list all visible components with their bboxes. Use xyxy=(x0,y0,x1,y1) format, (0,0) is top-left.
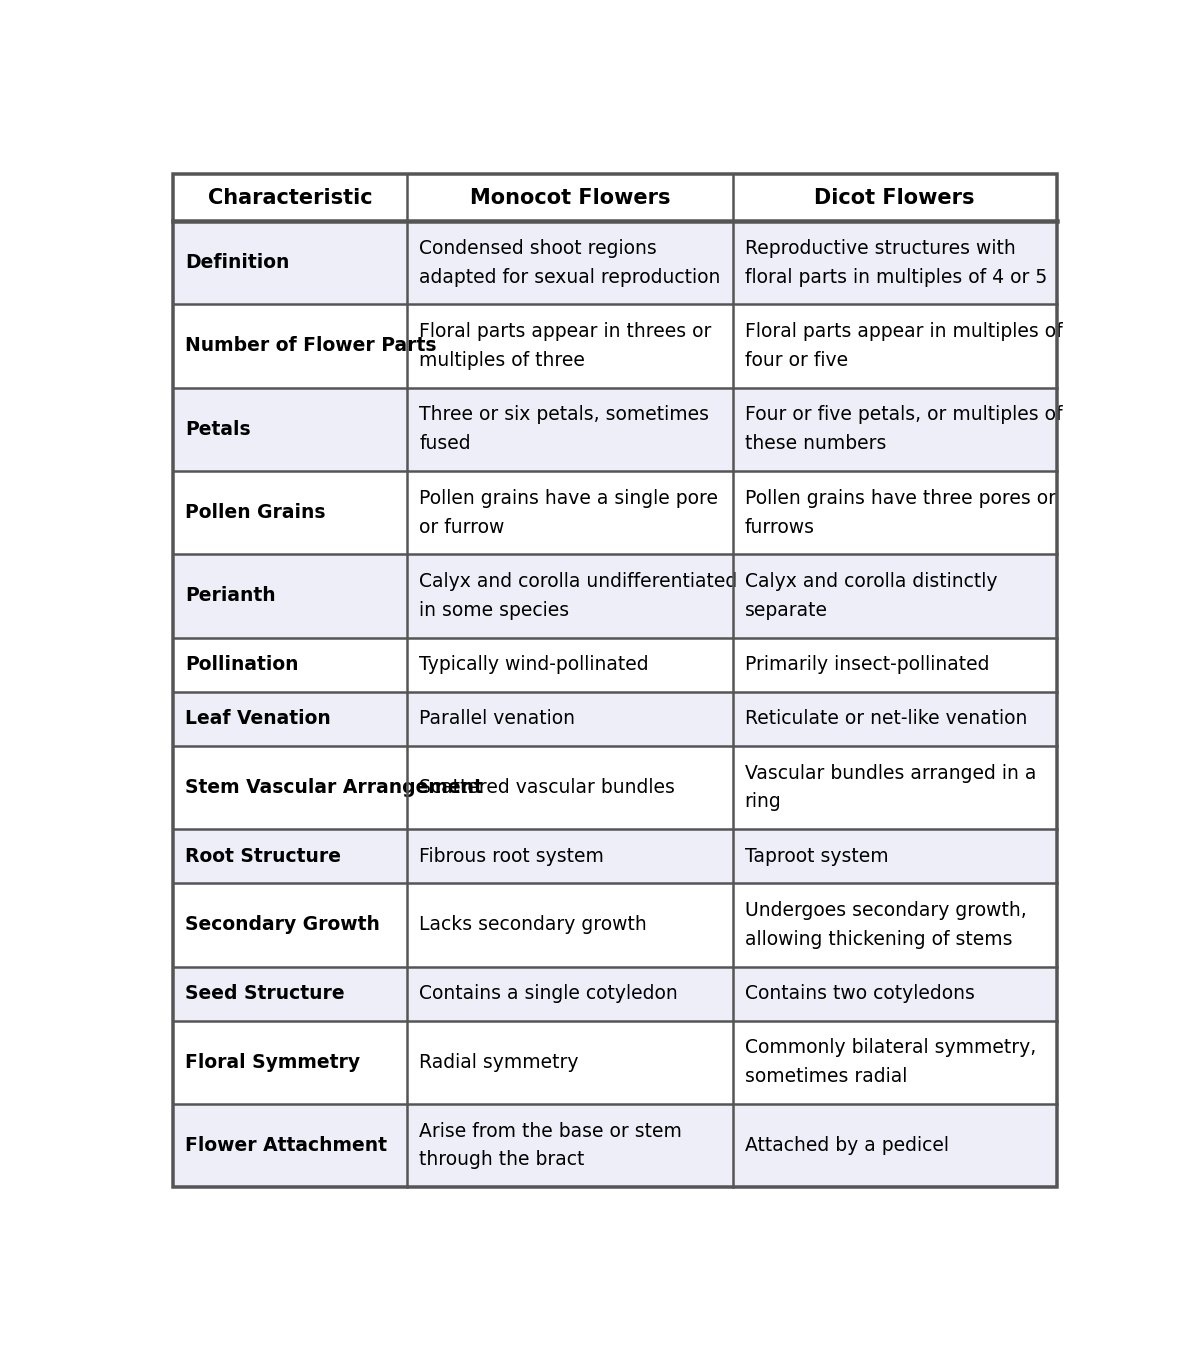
Text: Floral parts appear in multiples of
four or five: Floral parts appear in multiples of four… xyxy=(744,322,1062,369)
Text: Parallel venation: Parallel venation xyxy=(420,709,576,728)
Bar xyxy=(407,554,732,638)
Bar xyxy=(407,221,732,305)
Text: Typically wind-pollinated: Typically wind-pollinated xyxy=(420,655,649,674)
Bar xyxy=(173,174,407,221)
Text: Fibrous root system: Fibrous root system xyxy=(420,847,605,865)
Text: Root Structure: Root Structure xyxy=(185,847,341,865)
Text: Floral Symmetry: Floral Symmetry xyxy=(185,1053,360,1072)
Text: Number of Flower Parts: Number of Flower Parts xyxy=(185,337,437,356)
Bar xyxy=(173,388,407,470)
Bar xyxy=(732,554,1057,638)
Text: Floral parts appear in threes or
multiples of three: Floral parts appear in threes or multipl… xyxy=(420,322,712,369)
Bar xyxy=(173,638,407,692)
Bar xyxy=(732,745,1057,829)
Bar xyxy=(732,638,1057,692)
Text: Pollen Grains: Pollen Grains xyxy=(185,503,326,522)
Bar xyxy=(407,745,732,829)
Text: Calyx and corolla distinctly
separate: Calyx and corolla distinctly separate xyxy=(744,572,997,620)
Bar xyxy=(732,174,1057,221)
Text: Stem Vascular Arrangement: Stem Vascular Arrangement xyxy=(185,778,484,797)
Bar xyxy=(407,174,732,221)
Text: Commonly bilateral symmetry,
sometimes radial: Commonly bilateral symmetry, sometimes r… xyxy=(744,1038,1036,1086)
Bar xyxy=(173,745,407,829)
Bar xyxy=(173,221,407,305)
Text: Radial symmetry: Radial symmetry xyxy=(420,1053,578,1072)
Text: Scattered vascular bundles: Scattered vascular bundles xyxy=(420,778,676,797)
Bar xyxy=(407,967,732,1020)
Text: Leaf Venation: Leaf Venation xyxy=(185,709,331,728)
Text: Flower Attachment: Flower Attachment xyxy=(185,1136,388,1155)
Bar xyxy=(732,1020,1057,1104)
Bar xyxy=(173,1020,407,1104)
Text: Monocot Flowers: Monocot Flowers xyxy=(469,187,670,208)
Text: Reticulate or net-like venation: Reticulate or net-like venation xyxy=(744,709,1027,728)
Bar xyxy=(407,883,732,967)
Bar xyxy=(173,305,407,388)
Bar xyxy=(173,883,407,967)
Text: Calyx and corolla undifferentiated
in some species: Calyx and corolla undifferentiated in so… xyxy=(420,572,738,620)
Bar xyxy=(407,829,732,883)
Text: Definition: Definition xyxy=(185,253,289,272)
Text: Lacks secondary growth: Lacks secondary growth xyxy=(420,915,647,934)
Bar xyxy=(732,305,1057,388)
Bar xyxy=(173,554,407,638)
Bar xyxy=(732,829,1057,883)
Bar xyxy=(732,388,1057,470)
Text: Four or five petals, or multiples of
these numbers: Four or five petals, or multiples of the… xyxy=(744,406,1062,453)
Bar xyxy=(407,692,732,745)
Text: Undergoes secondary growth,
allowing thickening of stems: Undergoes secondary growth, allowing thi… xyxy=(744,900,1026,949)
Bar xyxy=(407,1020,732,1104)
Text: Contains a single cotyledon: Contains a single cotyledon xyxy=(420,984,678,1003)
Text: Perianth: Perianth xyxy=(185,586,276,605)
Bar xyxy=(407,470,732,554)
Bar xyxy=(407,305,732,388)
Text: Pollen grains have three pores or
furrows: Pollen grains have three pores or furrow… xyxy=(744,489,1056,537)
Text: Characteristic: Characteristic xyxy=(208,187,373,208)
Text: Pollination: Pollination xyxy=(185,655,299,674)
Bar xyxy=(732,692,1057,745)
Text: Secondary Growth: Secondary Growth xyxy=(185,915,380,934)
Text: Primarily insect-pollinated: Primarily insect-pollinated xyxy=(744,655,989,674)
Text: Taproot system: Taproot system xyxy=(744,847,888,865)
Bar xyxy=(173,692,407,745)
Text: Three or six petals, sometimes
fused: Three or six petals, sometimes fused xyxy=(420,406,709,453)
Text: Condensed shoot regions
adapted for sexual reproduction: Condensed shoot regions adapted for sexu… xyxy=(420,239,721,287)
Bar xyxy=(173,470,407,554)
Bar xyxy=(732,470,1057,554)
Bar xyxy=(173,829,407,883)
Text: Petals: Petals xyxy=(185,419,251,439)
Text: Contains two cotyledons: Contains two cotyledons xyxy=(744,984,974,1003)
Text: Arise from the base or stem
through the bract: Arise from the base or stem through the … xyxy=(420,1122,683,1170)
Text: Dicot Flowers: Dicot Flowers xyxy=(815,187,974,208)
Bar xyxy=(732,883,1057,967)
Text: Attached by a pedicel: Attached by a pedicel xyxy=(744,1136,948,1155)
Text: Pollen grains have a single pore
or furrow: Pollen grains have a single pore or furr… xyxy=(420,489,719,537)
Bar xyxy=(732,1104,1057,1188)
Text: Reproductive structures with
floral parts in multiples of 4 or 5: Reproductive structures with floral part… xyxy=(744,239,1046,287)
Bar xyxy=(732,221,1057,305)
Bar xyxy=(173,1104,407,1188)
Bar xyxy=(732,967,1057,1020)
Text: Seed Structure: Seed Structure xyxy=(185,984,344,1003)
Bar xyxy=(173,967,407,1020)
Bar xyxy=(407,1104,732,1188)
Bar xyxy=(407,638,732,692)
Text: Vascular bundles arranged in a
ring: Vascular bundles arranged in a ring xyxy=(744,763,1036,811)
Bar xyxy=(407,388,732,470)
